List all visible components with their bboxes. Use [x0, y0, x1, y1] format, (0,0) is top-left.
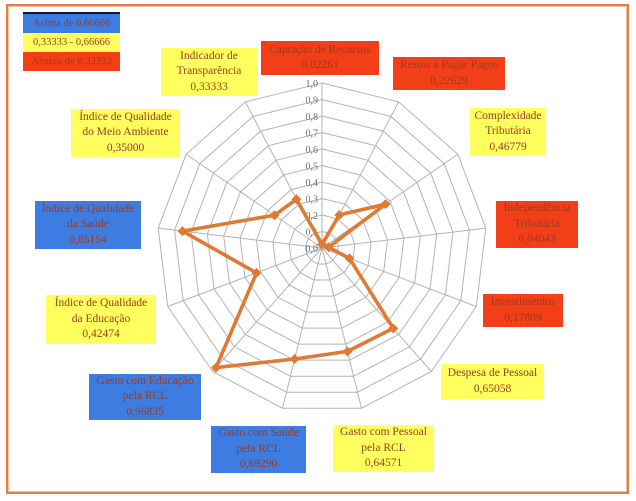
axis-tick-label: 0,7	[306, 129, 319, 140]
grid-ring	[174, 98, 470, 393]
category-label-indice-qualidade-meio-ambiente: Índice de Qualidade do Meio Ambiente 0,350…	[71, 109, 180, 157]
category-label-indice-qualidade-educacao: Índice de Qualidade da Educação 0,42474	[46, 295, 156, 344]
grid-ring	[206, 131, 438, 361]
axis-tick-label: 0,9	[306, 96, 319, 107]
grid-spoke	[167, 247, 323, 307]
data-point-marker-gasto-com-pessoal-rcl	[342, 346, 353, 357]
category-name-line: Captação de Recursos	[269, 43, 371, 56]
data-point-marker-gasto-com-saude-rcl	[289, 354, 300, 365]
data-point-marker-complexidade-tributaria	[380, 199, 391, 210]
legend-item-yellow: 0,33333 - 0,66666	[23, 33, 120, 52]
category-value: 0,85154	[69, 233, 107, 246]
category-name-line: Gasto com Pessoal	[340, 426, 427, 439]
legend-item-blue: Acima de 0,66666	[23, 14, 120, 33]
axis-tick-label: 0,6	[306, 145, 319, 156]
category-label-independencia-tributaria: Independência Tributária 0,04043	[496, 201, 578, 248]
data-point-marker-indice-qualidade-educacao	[251, 267, 262, 278]
axis-tick-label: 0,1	[306, 228, 319, 239]
category-value: 0,46779	[489, 140, 527, 153]
data-point-marker-gasto-com-educacao-rcl	[211, 362, 222, 373]
category-value: 0,17809	[504, 311, 542, 324]
category-name-line: Gasto com Educação	[96, 374, 194, 387]
axis-tick-label: 0,5	[306, 162, 319, 173]
data-point-marker-investimentos	[344, 253, 355, 264]
grid-ring	[157, 82, 487, 409]
category-label-indice-qualidade-saude: Índice de Qualidade da Saúde 0,85154	[35, 201, 141, 249]
category-name-line: Índice de Qualidade	[54, 297, 148, 310]
axis-tick-label: 0,3	[306, 195, 319, 206]
legend-item-red: Abaixo de 0,33333	[23, 52, 120, 71]
axis-tick-label: 0,0	[306, 244, 319, 255]
category-label-gasto-com-educacao-rcl: Gasto com Educação pela RCL 0,96835	[89, 374, 201, 420]
grid-ring	[223, 148, 421, 345]
category-value: 0,22629	[430, 74, 468, 87]
data-point-marker-independencia-tributaria	[323, 242, 334, 253]
category-label-investimentos: Investimentos 0,17809	[483, 294, 563, 327]
category-name-line: Despesa de Pessoal	[447, 367, 538, 379]
grid-ring	[272, 197, 372, 297]
axis-tick-label: 0,4	[306, 178, 319, 189]
grid-spoke	[321, 153, 459, 249]
category-name-line: Restos a Pagar Pagos	[399, 59, 499, 71]
data-point-marker-indice-qualidade-meio-ambiente	[269, 210, 280, 221]
category-name-line: Independência	[503, 202, 571, 215]
category-value: 0,33333	[190, 80, 228, 93]
category-label-restos-a-pagar-pagos: Restos a Pagar Pagos 0,22629	[393, 57, 505, 90]
category-label-gasto-com-pessoal-rcl: Gasto com Pessoal pela RCL 0,64571	[333, 425, 434, 472]
data-point-marker-indicador-de-transparencia	[291, 194, 302, 205]
category-name-line: Índice de Qualidade	[41, 202, 135, 215]
axis-tick-label: 1,0	[306, 79, 319, 90]
category-name-line: da Saúde	[67, 218, 109, 231]
axis-tick-label: 0,8	[306, 112, 319, 123]
grid-ring	[239, 164, 405, 329]
category-value: 0,35000	[106, 141, 145, 154]
chart-frame	[6, 4, 629, 494]
data-series-line	[180, 197, 396, 370]
category-value: 0,65058	[473, 382, 512, 395]
category-name-line: Investimentos	[490, 296, 556, 308]
category-value: 0,42474	[82, 328, 120, 341]
category-name-line: Tributária	[485, 125, 531, 138]
category-value: 0,02261	[301, 59, 339, 71]
category-name-line: Transparência	[176, 65, 242, 78]
category-name-line: da Educação	[71, 312, 131, 325]
category-value: 0,04043	[518, 233, 556, 246]
data-point-marker-despesa-de-pessoal	[388, 323, 399, 334]
category-value: 0,96835	[126, 405, 164, 418]
grid-ring	[190, 115, 454, 377]
grid-spoke	[212, 247, 323, 372]
category-value: 0,64571	[364, 457, 403, 470]
category-name-line: pela RCL	[361, 441, 406, 454]
grid-spoke	[185, 153, 323, 249]
category-name-line: pela RCL	[236, 442, 281, 455]
category-label-despesa-de-pessoal: Despesa de Pessoal 0,65058	[441, 364, 544, 399]
category-name-line: Indicador de	[180, 49, 238, 62]
category-value: 0,69290	[239, 458, 278, 471]
grid-spoke	[321, 227, 486, 249]
category-name-line: Índice de Qualidade	[79, 110, 172, 123]
category-name-line: pela RCL	[122, 390, 168, 403]
category-label-gasto-com-saude-rcl: Gasto com Saúde pela RCL 0,69290	[211, 426, 306, 473]
data-point-marker-indice-qualidade-saude	[177, 226, 188, 237]
axis-tick-label: 0,2	[306, 211, 319, 222]
category-name-line: Complexidade	[474, 109, 542, 122]
grid-spoke	[321, 247, 432, 372]
category-label-complexidade-tributaria: Complexidade Tributária 0,46779	[470, 108, 546, 156]
category-label-captacao-de-recursos: Captação de Recursos 0,02261	[261, 41, 379, 75]
data-point-marker-restos-a-pagar-pagos	[334, 209, 345, 220]
grid-spoke	[321, 247, 362, 409]
category-name-line: Tributária	[514, 217, 560, 230]
category-name-line: Gasto com Saúde	[218, 427, 299, 440]
category-name-line: do Meio Ambiente	[82, 126, 169, 139]
grid-spoke	[282, 247, 323, 409]
category-label-indicador-de-transparencia: Indicador de Transparência 0,33333	[161, 48, 257, 96]
legend: Acima de 0,66666 0,33333 - 0,66666 Abaixo …	[23, 12, 120, 71]
